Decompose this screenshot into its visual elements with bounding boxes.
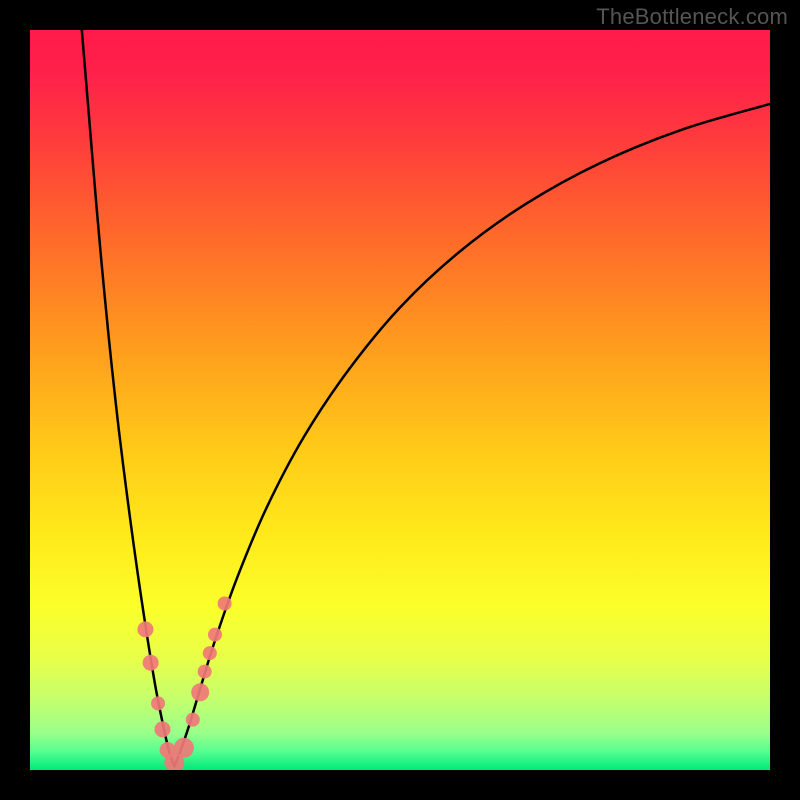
data-markers-group <box>137 597 231 771</box>
data-marker <box>218 597 232 611</box>
data-marker <box>143 655 159 671</box>
data-marker <box>191 683 209 701</box>
bottleneck-curve-left <box>82 30 175 766</box>
watermark-text: TheBottleneck.com <box>596 4 788 30</box>
plot-area <box>30 30 770 770</box>
data-marker <box>174 738 194 758</box>
curve-layer <box>30 30 770 770</box>
data-marker <box>154 721 170 737</box>
data-marker <box>186 713 200 727</box>
bottleneck-curve-right <box>174 104 770 766</box>
data-marker <box>203 646 217 660</box>
data-marker <box>198 665 212 679</box>
chart-container: TheBottleneck.com <box>0 0 800 800</box>
data-marker <box>208 628 222 642</box>
data-marker <box>151 696 165 710</box>
data-marker <box>137 621 153 637</box>
